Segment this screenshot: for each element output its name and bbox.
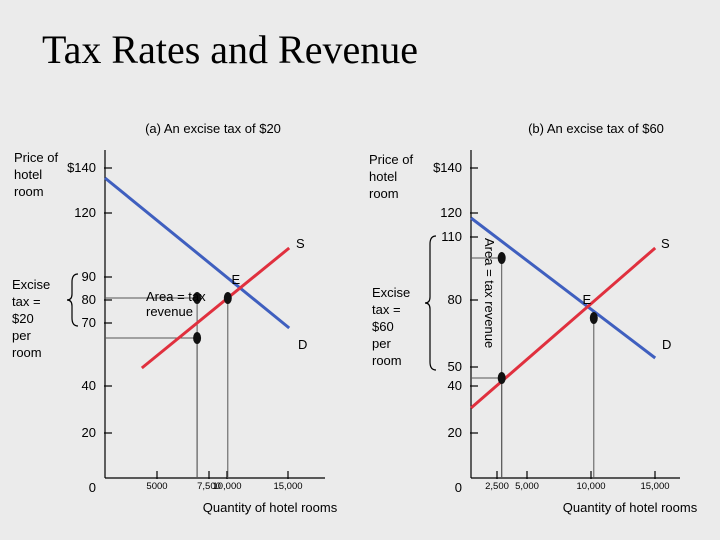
x-tick-label: 7,500 <box>197 481 221 492</box>
point-label: E <box>582 292 591 307</box>
y-tick-label: 70 <box>82 315 96 330</box>
y-tick-label: 50 <box>448 359 462 374</box>
y-tick-label: 0 <box>89 480 96 495</box>
tax-annotation: $20 <box>12 311 34 326</box>
panel-subtitle: (b) An excise tax of $60 <box>528 121 664 136</box>
tax-annotation: tax = <box>372 302 401 317</box>
data-point <box>193 292 202 304</box>
data-point <box>193 332 202 344</box>
tax-brace <box>424 235 437 371</box>
x-tick-label: 10,000 <box>576 481 605 492</box>
y-axis-label: hotel <box>14 167 42 182</box>
y-tick-label: $140 <box>67 160 96 175</box>
y-tick-label: 80 <box>448 292 462 307</box>
data-point <box>223 292 232 304</box>
x-tick-label: 2,500 <box>485 481 509 492</box>
x-axis-label: Quantity of hotel rooms <box>203 500 338 515</box>
slide-title: Tax Rates and Revenue <box>42 27 418 72</box>
y-tick-label: 20 <box>82 425 96 440</box>
y-tick-label: 40 <box>82 378 96 393</box>
y-tick-label: 120 <box>440 205 462 220</box>
x-tick-label: 10,000 <box>212 481 241 492</box>
tax-annotation: Excise <box>12 277 50 292</box>
supply-curve <box>140 246 291 370</box>
y-tick-label: 110 <box>441 229 462 244</box>
supply-label: S <box>296 236 305 251</box>
tax-annotation: room <box>12 345 42 360</box>
supply-label: S <box>661 236 670 251</box>
tax-annotation: Excise <box>372 285 410 300</box>
y-axis-label: room <box>369 186 399 201</box>
y-tick-label: 120 <box>74 205 96 220</box>
panel-subtitle: (a) An excise tax of $20 <box>145 121 281 136</box>
y-tick-label: 80 <box>82 292 96 307</box>
y-tick-label: $140 <box>433 160 462 175</box>
data-point <box>589 312 598 324</box>
tax-annotation: tax = <box>12 294 41 309</box>
x-axis-label: Quantity of hotel rooms <box>563 500 698 515</box>
supply-curve <box>470 246 657 410</box>
point-label: E <box>231 272 240 287</box>
tax-annotation: per <box>372 336 391 351</box>
y-tick-label: 40 <box>448 378 462 393</box>
x-tick-label: 15,000 <box>640 481 669 492</box>
tax-annotation: room <box>372 353 402 368</box>
y-axis-label: hotel <box>369 169 397 184</box>
demand-curve <box>104 176 291 330</box>
revenue-annotation: Area = tax <box>146 289 206 304</box>
demand-label: D <box>662 337 671 352</box>
y-axis-label: Price of <box>369 152 413 167</box>
x-tick-label: 5000 <box>146 481 167 492</box>
y-tick-label: 0 <box>455 480 462 495</box>
revenue-annotation: revenue <box>146 304 193 319</box>
tax-annotation: $60 <box>372 319 394 334</box>
data-point <box>497 372 506 384</box>
data-point <box>497 252 506 264</box>
x-tick-label: 15,000 <box>273 481 302 492</box>
y-axis-label: Price of <box>14 150 58 165</box>
y-tick-label: 90 <box>82 269 96 284</box>
tax-annotation: per <box>12 328 31 343</box>
demand-label: D <box>298 337 307 352</box>
demand-curve <box>470 216 657 360</box>
tax-brace <box>66 273 79 327</box>
revenue-annotation: Area = tax revenue <box>482 238 497 348</box>
y-axis-label: room <box>14 184 44 199</box>
y-tick-label: 20 <box>448 425 462 440</box>
x-tick-label: 5,000 <box>515 481 539 492</box>
